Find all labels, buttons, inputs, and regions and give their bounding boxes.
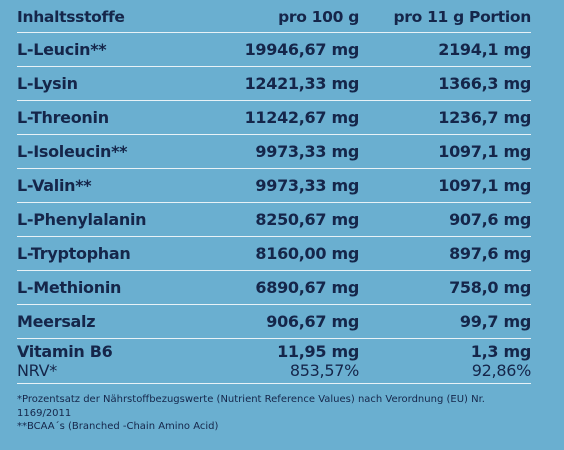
footnote-bcaa: **BCAA´s (Branched -Chain Amino Acid) — [17, 421, 219, 432]
amount-per-portion: 99,7 mg — [459, 312, 531, 331]
table-row: L-Tryptophan 8160,00 mg 897,6 mg — [17, 237, 531, 271]
header-per-portion: pro 11 g Portion — [393, 8, 531, 26]
header-ingredient: Inhaltsstoffe — [17, 8, 125, 26]
amount-per-100g: 9973,33 mg — [255, 176, 359, 195]
table-row: Meersalz 906,67 mg 99,7 mg — [17, 305, 531, 339]
table-row: L-Lysin 12421,33 mg 1366,3 mg — [17, 67, 531, 101]
ingredient-name: L-Valin** — [17, 176, 92, 195]
table-row: L-Valin** 9973,33 mg 1097,1 mg — [17, 169, 531, 203]
amount-per-portion: 2194,1 mg — [438, 40, 531, 59]
table-row: Vitamin B6 11,95 mg 1,3 mg — [17, 339, 531, 361]
footnotes: *Prozentsatz der Nährstoffbezugswerte (N… — [17, 393, 537, 434]
nutrition-table: Inhaltsstoffe pro 100 g pro 11 g Portion… — [17, 2, 531, 384]
amount-per-100g: 12421,33 mg — [244, 74, 360, 93]
amount-per-portion: 907,6 mg — [449, 210, 531, 229]
ingredient-name: Vitamin B6 — [17, 342, 113, 361]
ingredient-name: L-Tryptophan — [17, 244, 131, 263]
amount-per-100g: 8250,67 mg — [255, 210, 359, 229]
footnote-nrv: *Prozentsatz der Nährstoffbezugswerte (N… — [17, 394, 485, 419]
table-row: L-Methionin 6890,67 mg 758,0 mg — [17, 271, 531, 305]
amount-per-100g: 8160,00 mg — [255, 244, 359, 263]
table-row: L-Phenylalanin 8250,67 mg 907,6 mg — [17, 203, 531, 237]
amount-per-100g: 6890,67 mg — [255, 278, 359, 297]
nrv-per-100g: 853,57% — [289, 361, 359, 380]
amount-per-100g: 11242,67 mg — [244, 108, 360, 127]
header-per-100g: pro 100 g — [278, 8, 359, 26]
amount-per-portion: 758,0 mg — [449, 278, 531, 297]
table-row: L-Isoleucin** 9973,33 mg 1097,1 mg — [17, 135, 531, 169]
amount-per-100g: 19946,67 mg — [244, 40, 360, 59]
ingredient-name: L-Lysin — [17, 74, 78, 93]
ingredient-name: L-Threonin — [17, 108, 109, 127]
nrv-per-portion: 92,86% — [471, 361, 532, 380]
amount-per-portion: 897,6 mg — [449, 244, 531, 263]
ingredient-name: Meersalz — [17, 312, 96, 331]
amount-per-portion: 1097,1 mg — [438, 142, 531, 161]
amount-per-portion: 1097,1 mg — [438, 176, 531, 195]
ingredient-name: L-Phenylalanin — [17, 210, 147, 229]
nrv-label: NRV* — [17, 361, 57, 380]
amount-per-100g: 11,95 mg — [277, 342, 359, 361]
table-row: L-Threonin 11242,67 mg 1236,7 mg — [17, 101, 531, 135]
amount-per-portion: 1366,3 mg — [438, 74, 531, 93]
amount-per-portion: 1,3 mg — [470, 342, 532, 361]
nrv-row: NRV* 853,57% 92,86% — [17, 361, 531, 384]
table-row: L-Leucin** 19946,67 mg 2194,1 mg — [17, 33, 531, 67]
ingredient-name: L-Leucin** — [17, 40, 107, 59]
amount-per-100g: 906,67 mg — [266, 312, 359, 331]
table-header: Inhaltsstoffe pro 100 g pro 11 g Portion — [17, 2, 531, 33]
ingredient-name: L-Methionin — [17, 278, 122, 297]
ingredient-name: L-Isoleucin** — [17, 142, 128, 161]
amount-per-100g: 9973,33 mg — [255, 142, 359, 161]
amount-per-portion: 1236,7 mg — [438, 108, 531, 127]
